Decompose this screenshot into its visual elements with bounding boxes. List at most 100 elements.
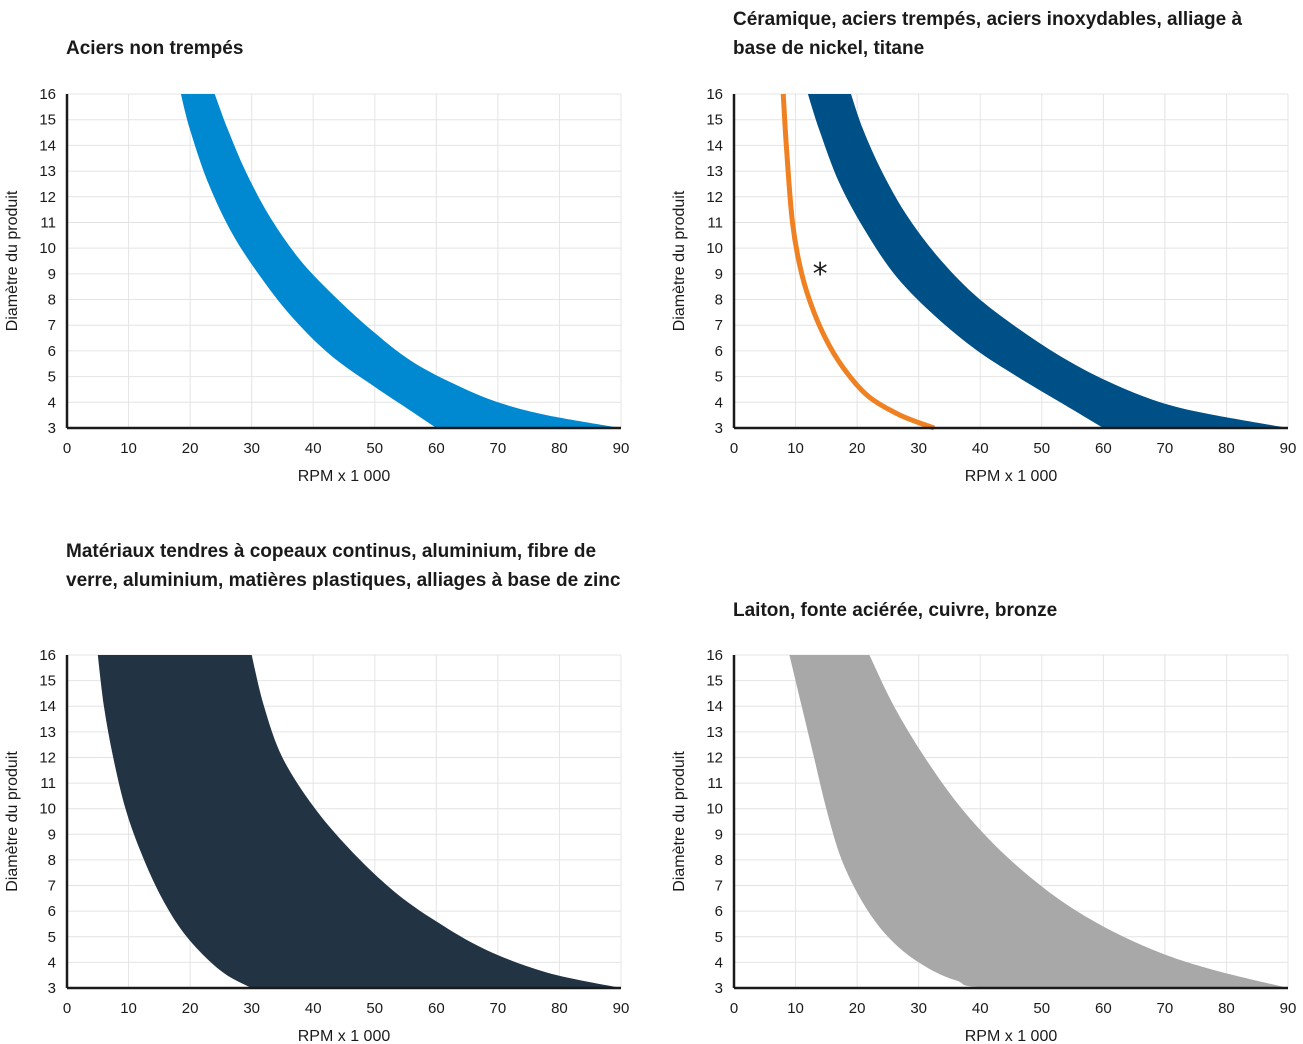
chart-4: 3 4 5 6 7 8 9 10 11 12 13 14 15 16 0 10 20 30 40 50 60 70 80 90… xyxy=(671,647,1297,1044)
x-tick-label: 90 xyxy=(1280,440,1297,457)
y-tick-label: 15 xyxy=(706,112,723,129)
y-tick-label: 3 xyxy=(48,980,56,997)
chart-1: 3 4 5 6 7 8 9 10 11 12 13 14 15 16 0 10 20 30 40 50 60 70 80 90… xyxy=(4,86,630,485)
x-tick-label: 90 xyxy=(1280,1000,1297,1017)
x-tick-label: 50 xyxy=(366,1000,383,1017)
series-band-0 xyxy=(180,94,621,428)
x-tick-label: 20 xyxy=(849,440,866,457)
x-tick-label: 80 xyxy=(551,1000,568,1017)
y-tick-label: 4 xyxy=(48,954,56,971)
y-tick-label: 15 xyxy=(39,673,56,690)
y-tick-label: 10 xyxy=(39,240,56,257)
y-tick-label: 7 xyxy=(715,878,723,895)
y-tick-label: 16 xyxy=(39,86,56,103)
x-tick-label: 70 xyxy=(1157,440,1174,457)
x-axis-label: RPM x 1 000 xyxy=(965,1028,1058,1044)
x-tick-label: 30 xyxy=(243,440,260,457)
x-tick-label: 30 xyxy=(243,1000,260,1017)
series-band-0 xyxy=(97,655,622,988)
y-tick-label: 8 xyxy=(715,852,723,869)
y-tick-label: 3 xyxy=(715,980,723,997)
y-tick-label: 3 xyxy=(48,420,56,437)
y-tick-label: 12 xyxy=(39,189,56,206)
y-tick-label: 7 xyxy=(715,317,723,334)
x-tick-label: 20 xyxy=(182,1000,199,1017)
y-axis-label: Diamètre du produit xyxy=(4,751,21,892)
y-tick-label: 6 xyxy=(48,903,56,920)
x-axis-label: RPM x 1 000 xyxy=(298,1028,391,1044)
x-tick-label: 60 xyxy=(1095,440,1112,457)
chart-panel-2: Céramique, aciers trempés, aciers inoxyd… xyxy=(651,0,1302,522)
x-axis-label: RPM x 1 000 xyxy=(965,468,1058,485)
y-axis-label: Diamètre du produit xyxy=(671,190,688,331)
y-tick-label: 9 xyxy=(48,826,56,843)
y-tick-label: 14 xyxy=(706,137,723,154)
y-axis-label: Diamètre du produit xyxy=(4,190,21,331)
y-tick-label: 10 xyxy=(706,801,723,818)
x-tick-label: 90 xyxy=(613,1000,630,1017)
x-tick-label: 60 xyxy=(428,440,445,457)
chart-title: Matériaux tendres à copeaux continus, al… xyxy=(66,541,621,591)
x-tick-label: 40 xyxy=(305,1000,322,1017)
x-tick-label: 80 xyxy=(1218,440,1235,457)
x-tick-label: 50 xyxy=(1033,440,1050,457)
x-tick-label: 20 xyxy=(849,1000,866,1017)
x-tick-label: 70 xyxy=(1157,1000,1174,1017)
chart-title: Laiton, fonte aciérée, cuivre, bronze xyxy=(733,600,1058,621)
series-line-1 xyxy=(780,93,935,431)
series-band-0 xyxy=(807,94,1288,428)
y-tick-label: 4 xyxy=(715,394,723,411)
x-tick-label: 0 xyxy=(730,1000,738,1017)
y-tick-label: 11 xyxy=(40,775,56,792)
y-tick-label: 8 xyxy=(715,292,723,309)
y-tick-label: 11 xyxy=(40,214,56,231)
x-tick-label: 0 xyxy=(730,440,738,457)
y-tick-label: 10 xyxy=(706,240,723,257)
x-tick-label: 70 xyxy=(490,440,507,457)
y-tick-label: 16 xyxy=(706,647,723,664)
y-tick-label: 12 xyxy=(39,749,56,766)
y-tick-label: 14 xyxy=(39,137,56,154)
x-tick-label: 40 xyxy=(972,440,989,457)
x-tick-label: 90 xyxy=(613,440,630,457)
y-tick-label: 15 xyxy=(706,673,723,690)
x-tick-label: 10 xyxy=(787,1000,804,1017)
x-axis-label: RPM x 1 000 xyxy=(298,468,391,485)
y-tick-label: 11 xyxy=(707,775,723,792)
grid xyxy=(67,93,622,428)
x-tick-label: 60 xyxy=(1095,1000,1112,1017)
y-axis-label: Diamètre du produit xyxy=(671,751,688,892)
y-tick-label: 15 xyxy=(39,112,56,129)
x-tick-label: 80 xyxy=(1218,1000,1235,1017)
chart-2: * 3 4 5 6 7 8 9 10 11 12 13 14 15 16 0 10 20 30 40 50 60 70 80 9… xyxy=(671,86,1297,485)
y-tick-label: 9 xyxy=(715,826,723,843)
y-tick-label: 14 xyxy=(706,698,723,715)
chart-panel-1: Aciers non trempés 3 4 5 6 7 8 9 10 11 12 13 14 15 16… xyxy=(0,0,651,522)
y-tick-label: 13 xyxy=(39,163,56,180)
x-tick-label: 80 xyxy=(551,440,568,457)
y-tick-label: 5 xyxy=(715,929,723,946)
y-tick-label: 11 xyxy=(707,214,723,231)
chart-title: Aciers non trempés xyxy=(66,38,244,59)
y-tick-label: 5 xyxy=(48,929,56,946)
x-tick-label: 40 xyxy=(972,1000,989,1017)
y-tick-label: 4 xyxy=(715,954,723,971)
y-tick-label: 5 xyxy=(715,369,723,386)
y-tick-label: 6 xyxy=(48,343,56,360)
x-tick-label: 50 xyxy=(1033,1000,1050,1017)
y-tick-label: 9 xyxy=(715,266,723,283)
y-tick-label: 13 xyxy=(706,163,723,180)
y-tick-label: 14 xyxy=(39,698,56,715)
y-tick-label: 6 xyxy=(715,343,723,360)
y-tick-label: 12 xyxy=(706,749,723,766)
x-tick-label: 0 xyxy=(63,440,71,457)
y-tick-label: 13 xyxy=(706,724,723,741)
x-tick-label: 60 xyxy=(428,1000,445,1017)
chart-3: 3 4 5 6 7 8 9 10 11 12 13 14 15 16 0 10 20 30 40 50 60 70 80 90… xyxy=(4,647,630,1044)
y-tick-label: 7 xyxy=(48,317,56,334)
x-tick-label: 30 xyxy=(910,440,927,457)
x-tick-label: 40 xyxy=(305,440,322,457)
y-tick-label: 4 xyxy=(48,394,56,411)
x-tick-label: 10 xyxy=(120,440,137,457)
y-tick-label: 16 xyxy=(39,647,56,664)
